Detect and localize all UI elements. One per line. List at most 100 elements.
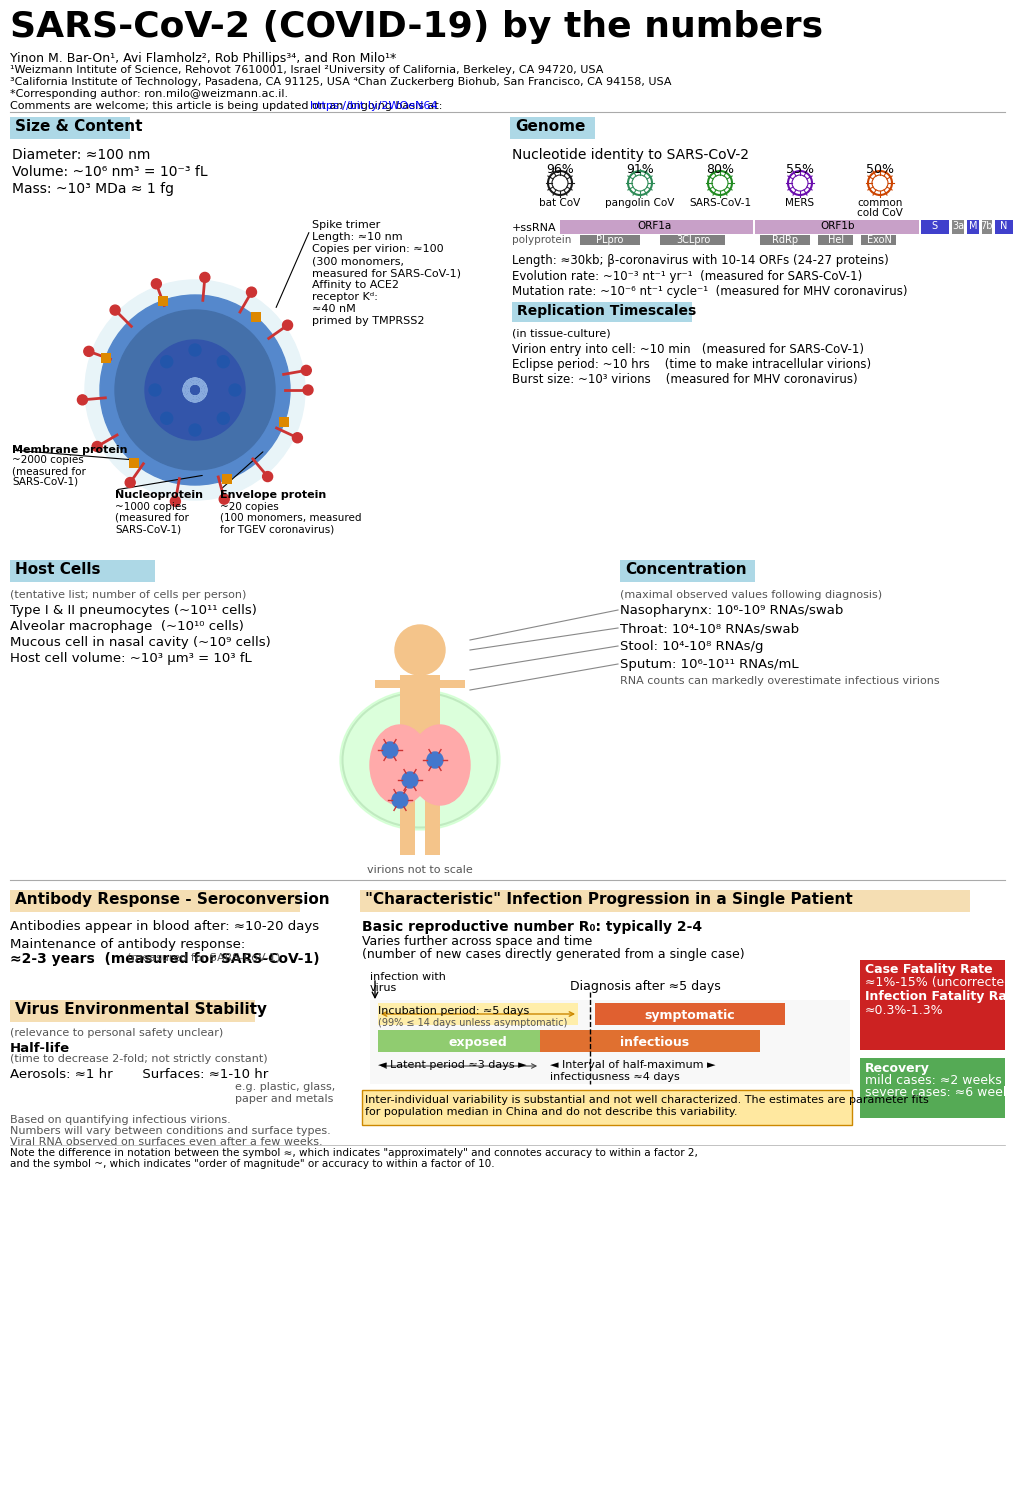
- Text: Replication Timescales: Replication Timescales: [517, 304, 696, 318]
- Text: Maintenance of antibody response:: Maintenance of antibody response:: [10, 938, 246, 951]
- Text: (tentative list; number of cells per person): (tentative list; number of cells per per…: [10, 590, 247, 600]
- Text: *Corresponding author: ron.milo@weizmann.ac.il.: *Corresponding author: ron.milo@weizmann…: [10, 88, 288, 99]
- FancyBboxPatch shape: [251, 312, 261, 322]
- Circle shape: [125, 477, 135, 488]
- FancyBboxPatch shape: [512, 302, 692, 322]
- FancyBboxPatch shape: [378, 1030, 578, 1051]
- Text: (maximal observed values following diagnosis): (maximal observed values following diagn…: [620, 590, 882, 600]
- Ellipse shape: [410, 724, 470, 806]
- FancyBboxPatch shape: [860, 1058, 1005, 1118]
- Text: (number of new cases directly generated from a single case): (number of new cases directly generated …: [362, 948, 745, 962]
- Text: pangolin CoV: pangolin CoV: [605, 198, 675, 208]
- Text: Burst size: ~10³ virions    (measured for MHV coronavirus): Burst size: ~10³ virions (measured for M…: [512, 374, 858, 386]
- FancyBboxPatch shape: [952, 220, 964, 234]
- Text: RNA counts can markedly overestimate infectious virions: RNA counts can markedly overestimate inf…: [620, 676, 940, 686]
- Text: Antibody Response - Seroconversion: Antibody Response - Seroconversion: [15, 892, 330, 908]
- Text: Host Cells: Host Cells: [15, 562, 100, 578]
- Circle shape: [85, 280, 304, 500]
- FancyBboxPatch shape: [560, 220, 753, 234]
- Text: SARS-CoV-1): SARS-CoV-1): [115, 524, 181, 534]
- Text: Virion entry into cell: ~10 min   (measured for SARS-CoV-1): Virion entry into cell: ~10 min (measure…: [512, 344, 864, 355]
- Text: measured for SARS-CoV-1): measured for SARS-CoV-1): [312, 268, 461, 278]
- Text: ¹Weizmann Intitute of Science, Rehovot 7610001, Israel ²University of California: ¹Weizmann Intitute of Science, Rehovot 7…: [10, 64, 603, 75]
- Text: Mucous cell in nasal cavity (~10⁹ cells): Mucous cell in nasal cavity (~10⁹ cells): [10, 636, 271, 650]
- Text: Sputum: 10⁶-10¹¹ RNAs/mL: Sputum: 10⁶-10¹¹ RNAs/mL: [620, 658, 799, 670]
- Text: Affinity to ACE2: Affinity to ACE2: [312, 280, 399, 290]
- Text: virus: virus: [370, 982, 397, 993]
- Circle shape: [217, 356, 229, 368]
- Circle shape: [292, 433, 302, 442]
- Text: symptomatic: symptomatic: [645, 1010, 735, 1022]
- FancyBboxPatch shape: [279, 417, 289, 428]
- Text: ◄ Interval of half-maximum ►: ◄ Interval of half-maximum ►: [550, 1060, 716, 1070]
- Text: Basic reproductive number R₀: typically 2-4: Basic reproductive number R₀: typically …: [362, 920, 702, 934]
- Text: Throat: 10⁴-10⁸ RNAs/swab: Throat: 10⁴-10⁸ RNAs/swab: [620, 622, 799, 634]
- FancyBboxPatch shape: [10, 1000, 255, 1022]
- Text: (measured for: (measured for: [115, 513, 189, 523]
- Text: SARS-CoV-2 (COVID-19) by the numbers: SARS-CoV-2 (COVID-19) by the numbers: [10, 10, 823, 44]
- Text: Copies per virion: ≈100: Copies per virion: ≈100: [312, 244, 444, 254]
- Circle shape: [189, 424, 201, 436]
- FancyBboxPatch shape: [995, 220, 1013, 234]
- Text: infectious: infectious: [620, 1036, 689, 1048]
- Circle shape: [171, 496, 181, 507]
- Text: (100 monomers, measured: (100 monomers, measured: [220, 513, 361, 523]
- FancyBboxPatch shape: [425, 776, 439, 855]
- FancyBboxPatch shape: [378, 1004, 578, 1025]
- Text: ExoN: ExoN: [867, 236, 891, 244]
- Text: 80%: 80%: [706, 164, 734, 176]
- Text: mild cases: ≈2 weeks: mild cases: ≈2 weeks: [865, 1074, 1002, 1088]
- FancyBboxPatch shape: [660, 236, 725, 244]
- FancyBboxPatch shape: [400, 776, 415, 855]
- FancyBboxPatch shape: [860, 960, 1005, 1050]
- Ellipse shape: [340, 690, 500, 830]
- Circle shape: [160, 413, 173, 424]
- Circle shape: [247, 286, 257, 297]
- Text: ~1000 copies: ~1000 copies: [115, 503, 187, 512]
- Text: infection with: infection with: [370, 972, 446, 982]
- Text: 55%: 55%: [786, 164, 814, 176]
- FancyBboxPatch shape: [540, 1030, 760, 1051]
- Text: Membrane protein: Membrane protein: [12, 446, 128, 454]
- Circle shape: [100, 296, 290, 484]
- FancyBboxPatch shape: [439, 680, 465, 688]
- FancyBboxPatch shape: [510, 117, 595, 140]
- Text: (measured for: (measured for: [12, 466, 86, 476]
- Text: Yinon M. Bar-On¹, Avi Flamholz², Rob Phillips³⁴, and Ron Milo¹*: Yinon M. Bar-On¹, Avi Flamholz², Rob Phi…: [10, 53, 396, 64]
- Circle shape: [151, 279, 161, 290]
- Text: and the symbol ~, which indicates "order of magnitude" or accuracy to within a f: and the symbol ~, which indicates "order…: [10, 1160, 494, 1168]
- Text: Numbers will vary between conditions and surface types.: Numbers will vary between conditions and…: [10, 1126, 331, 1136]
- FancyBboxPatch shape: [862, 236, 896, 244]
- Text: ≈0.3%-1.3%: ≈0.3%-1.3%: [865, 1004, 944, 1017]
- Text: Nasopharynx: 10⁶-10⁹ RNAs/swab: Nasopharynx: 10⁶-10⁹ RNAs/swab: [620, 604, 843, 616]
- Text: ≈1%-15% (uncorrected): ≈1%-15% (uncorrected): [865, 976, 1015, 988]
- Text: Infection Fatality Rate: Infection Fatality Rate: [865, 990, 1015, 1004]
- Text: (measured for SARS-CoV-1): (measured for SARS-CoV-1): [120, 952, 280, 962]
- Text: Note the difference in notation between the symbol ≈, which indicates "approxima: Note the difference in notation between …: [10, 1148, 698, 1158]
- FancyBboxPatch shape: [400, 675, 439, 776]
- Text: ◄ Latent period ≈3 days ►: ◄ Latent period ≈3 days ►: [378, 1060, 527, 1070]
- Text: paper and metals: paper and metals: [130, 1094, 333, 1104]
- Text: Case Fatality Rate: Case Fatality Rate: [865, 963, 993, 976]
- Text: ~2000 copies: ~2000 copies: [12, 454, 84, 465]
- Ellipse shape: [370, 724, 430, 806]
- Circle shape: [92, 441, 103, 452]
- Text: Antibodies appear in blood after: ≈10-20 days: Antibodies appear in blood after: ≈10-20…: [10, 920, 319, 933]
- Text: N: N: [1000, 220, 1008, 231]
- FancyBboxPatch shape: [755, 220, 919, 234]
- Text: e.g. plastic, glass,: e.g. plastic, glass,: [130, 1082, 335, 1092]
- Text: cold CoV: cold CoV: [857, 209, 903, 218]
- Text: infectiousness ≈4 days: infectiousness ≈4 days: [550, 1072, 680, 1082]
- Circle shape: [263, 471, 273, 482]
- Text: bat CoV: bat CoV: [539, 198, 581, 208]
- FancyBboxPatch shape: [362, 1090, 852, 1125]
- Text: Concentration: Concentration: [625, 562, 747, 578]
- Text: (in tissue-culture): (in tissue-culture): [512, 328, 611, 338]
- FancyBboxPatch shape: [620, 560, 755, 582]
- FancyBboxPatch shape: [595, 1004, 785, 1025]
- Circle shape: [84, 346, 93, 357]
- Text: for TGEV coronavirus): for TGEV coronavirus): [220, 524, 334, 534]
- Text: Eclipse period: ~10 hrs    (time to make intracellular virions): Eclipse period: ~10 hrs (time to make in…: [512, 358, 871, 370]
- Text: Mass: ~10³ MDa ≈ 1 fg: Mass: ~10³ MDa ≈ 1 fg: [12, 182, 174, 196]
- FancyBboxPatch shape: [157, 296, 167, 306]
